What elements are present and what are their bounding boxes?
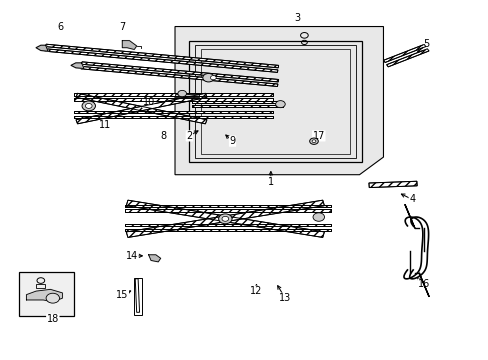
Bar (124, 224, 330, 226)
Bar (74, 93, 273, 96)
Text: 12: 12 (250, 286, 262, 296)
Bar (74, 111, 273, 113)
Text: 10: 10 (142, 98, 155, 107)
Bar (383, 44, 425, 63)
Bar (81, 66, 277, 86)
Circle shape (203, 73, 214, 82)
Text: 2: 2 (186, 131, 192, 141)
Bar (74, 111, 273, 113)
Bar (126, 200, 324, 238)
Polygon shape (26, 289, 62, 302)
Circle shape (218, 214, 232, 224)
Bar (74, 98, 273, 101)
Bar (386, 49, 428, 67)
Bar (126, 200, 324, 238)
Text: 15: 15 (116, 290, 128, 300)
Text: 6: 6 (57, 22, 63, 32)
Text: 7: 7 (119, 22, 125, 32)
Bar (195, 45, 355, 158)
Bar (45, 49, 277, 72)
Text: 16: 16 (417, 279, 429, 289)
Bar (191, 101, 282, 103)
Bar (386, 49, 428, 67)
Polygon shape (122, 41, 137, 49)
Bar (201, 49, 350, 154)
Bar (191, 105, 282, 108)
Text: 14: 14 (125, 251, 138, 261)
Circle shape (210, 76, 216, 80)
Polygon shape (148, 255, 160, 262)
Bar (383, 44, 425, 63)
Bar (81, 66, 277, 86)
Circle shape (85, 103, 92, 108)
Bar (126, 200, 324, 238)
Bar (74, 98, 273, 101)
Bar (76, 93, 206, 124)
Bar (135, 279, 139, 312)
Bar (76, 93, 206, 124)
Bar (76, 93, 206, 124)
Bar (46, 44, 278, 68)
Bar (368, 181, 416, 188)
Bar (368, 181, 416, 188)
Text: 5: 5 (423, 39, 429, 49)
Bar (76, 93, 206, 124)
Circle shape (311, 140, 315, 143)
Bar (189, 41, 361, 162)
Bar (134, 278, 142, 315)
Circle shape (222, 216, 228, 221)
Bar (124, 229, 330, 231)
Bar (124, 204, 330, 207)
Text: 9: 9 (229, 136, 235, 146)
Bar (124, 210, 330, 212)
Bar (74, 116, 273, 118)
Bar (124, 229, 330, 231)
Bar (46, 44, 278, 68)
Bar (124, 204, 330, 207)
Circle shape (82, 101, 95, 111)
Text: 18: 18 (46, 314, 59, 324)
Circle shape (312, 213, 324, 221)
Text: 13: 13 (279, 293, 291, 303)
Bar (81, 62, 278, 82)
Bar (45, 49, 277, 72)
Polygon shape (175, 27, 383, 175)
Bar (191, 101, 282, 103)
Circle shape (275, 101, 285, 108)
Bar (191, 105, 282, 108)
Circle shape (178, 90, 186, 97)
Polygon shape (36, 45, 48, 51)
Bar (124, 210, 330, 212)
Bar (19, 272, 74, 316)
Circle shape (46, 293, 60, 303)
Text: 17: 17 (312, 131, 325, 141)
Bar (36, 284, 44, 288)
Circle shape (309, 138, 318, 144)
Bar (74, 93, 273, 96)
Text: 11: 11 (99, 120, 111, 130)
Text: 8: 8 (160, 131, 166, 141)
Text: 3: 3 (294, 13, 300, 23)
Bar (81, 62, 278, 82)
Bar (126, 200, 324, 238)
Bar (124, 224, 330, 226)
Text: 1: 1 (267, 177, 273, 187)
Bar (175, 94, 199, 97)
Bar (74, 116, 273, 118)
Text: 4: 4 (408, 194, 414, 204)
Polygon shape (71, 63, 84, 68)
Bar (135, 279, 139, 312)
